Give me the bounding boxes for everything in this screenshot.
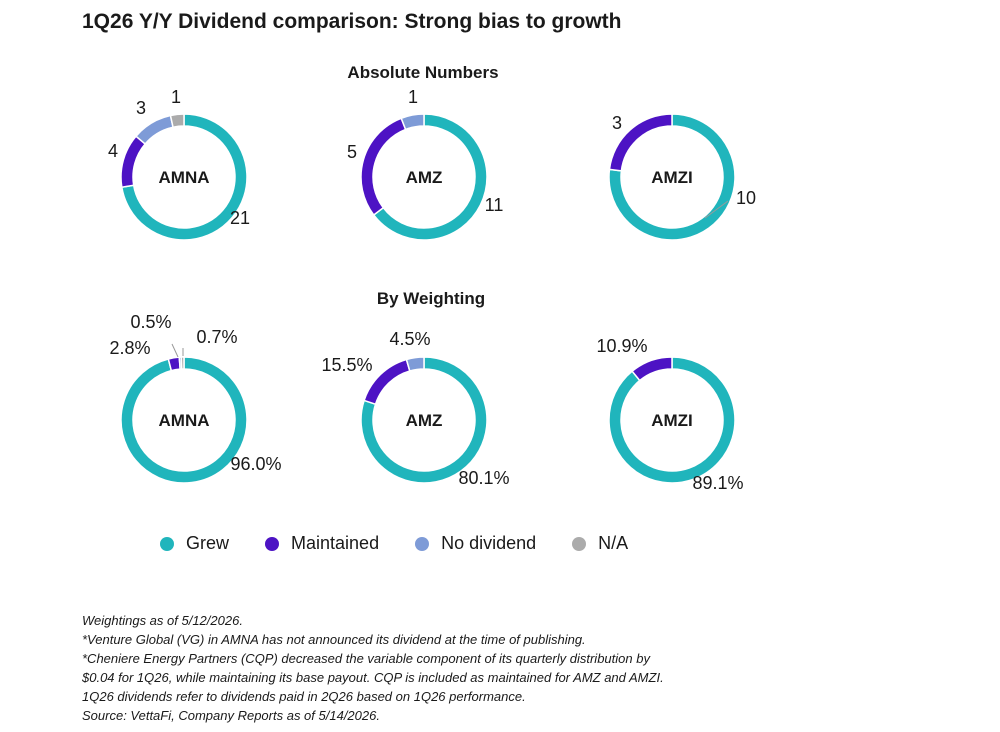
data-label-amzi-grew: 89.1% [692,473,743,493]
legend-label-na: N/A [598,533,629,553]
footnote-line: $0.04 for 1Q26, while maintaining its ba… [82,670,664,685]
data-label-amzi-maintained: 3 [612,113,622,133]
center-label-amna: AMNA [159,168,210,187]
legend-swatch-maintained [265,536,280,551]
data-label-amna-n-a: 0.7% [196,327,237,347]
leader-line [704,200,729,219]
legend-item-no-dividend: No dividend [415,533,536,554]
center-label-amz: AMZ [406,411,443,430]
donut-slice-amzi-maintained [631,356,673,382]
donut-slice-amz-maintained [360,117,407,217]
section-title-weighting: By Weighting [376,289,486,308]
center-label-amz: AMZ [406,168,443,187]
data-label-amz-maintained: 15.5% [321,355,372,375]
data-label-amzi-grew: 10 [736,188,756,208]
donut-slice-amna-maintained [167,356,181,372]
legend-swatch-no-dividend [415,536,430,551]
data-label-amna-grew: 96.0% [230,454,281,474]
center-label-amna: AMNA [159,411,210,430]
legend-item-maintained: Maintained [265,533,379,554]
data-label-amna-no-dividend: 0.5% [130,312,171,332]
donut-slice-amna-grew [120,356,248,484]
donut-slice-amzi-grew [608,356,736,484]
legend-label-grew: Grew [186,533,230,553]
footnote-line: Weightings as of 5/12/2026. [82,613,243,628]
footnote-line: *Cheniere Energy Partners (CQP) decrease… [82,651,650,666]
donut-slice-amna-maintained [120,135,147,189]
donut-slice-amz-no-dividend [400,113,425,131]
footnotes: Weightings as of 5/12/2026. *Venture Glo… [82,611,664,725]
legend-item-na: N/A [572,533,628,554]
donut-slice-amzi-grew [608,113,736,241]
legend-label-no-dividend: No dividend [441,533,537,553]
footnote-line: *Venture Global (VG) in AMNA has not ann… [82,632,586,647]
footnote-line: Source: VettaFi, Company Reports as of 5… [82,708,380,723]
data-label-amzi-maintained: 10.9% [596,336,647,356]
data-label-amz-grew: 11 [485,195,504,215]
legend-label-maintained: Maintained [291,533,380,553]
legend: Grew Maintained No dividend N/A [160,533,664,554]
section-title-absolute: Absolute Numbers [347,63,499,82]
donut-slice-amna-grew [120,113,248,241]
donut-slice-amzi-maintained [608,113,673,172]
footnote-line: 1Q26 dividends refer to dividends paid i… [82,689,526,704]
center-label-amzi: AMZI [651,411,693,430]
donut-slice-amna-n-a [180,356,185,370]
data-label-amz-grew: 80.1% [458,468,509,488]
data-label-amz-maintained: 5 [347,142,357,162]
leader-line [171,343,179,358]
data-label-amz-no-dividend: 1 [408,87,418,107]
legend-item-grew: Grew [160,533,229,554]
legend-swatch-na [572,536,587,551]
donut-slice-amna-no-dividend [134,114,174,146]
data-label-amna-maintained: 2.8% [109,338,150,358]
data-label-amna-grew: 21 [230,208,250,228]
legend-swatch-grew [160,536,174,551]
center-label-amzi: AMZI [651,168,693,187]
donut-slice-amz-no-dividend [405,356,425,372]
data-label-amna-n-a: 1 [171,87,181,107]
data-label-amna-maintained: 4 [108,141,118,161]
chart-title: 1Q26 Y/Y Dividend comparison: Strong bia… [82,10,622,33]
data-label-amz-no-dividend: 4.5% [389,329,430,349]
donut-slice-amna-n-a [169,113,185,129]
data-label-amna-no-dividend: 3 [136,98,146,118]
